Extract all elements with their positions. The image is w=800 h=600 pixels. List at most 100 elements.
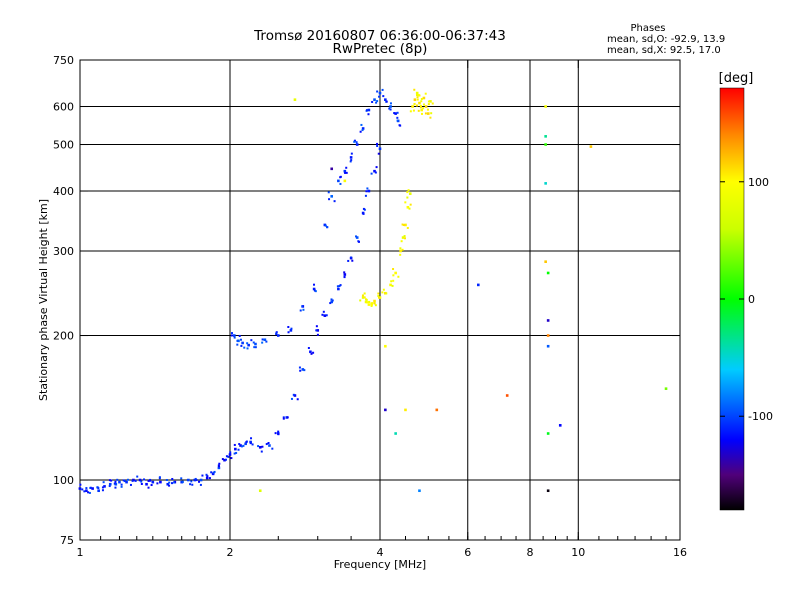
data-point	[287, 331, 290, 334]
data-point	[344, 171, 347, 174]
data-point	[156, 482, 159, 485]
data-point	[240, 344, 243, 347]
data-point	[246, 342, 249, 345]
data-point	[385, 100, 388, 103]
data-point	[85, 489, 88, 493]
data-point	[403, 237, 406, 240]
data-point	[424, 112, 427, 115]
data-point	[114, 486, 117, 489]
data-point	[427, 103, 430, 106]
y-tick-label: 400	[53, 185, 74, 198]
colorbar-tick-label: 100	[748, 176, 769, 189]
data-point	[424, 92, 427, 95]
data-point	[376, 145, 379, 148]
data-point	[276, 334, 280, 337]
data-point	[373, 169, 376, 173]
x-tick-label: 16	[673, 546, 687, 559]
data-point	[362, 207, 365, 210]
data-point	[298, 366, 301, 369]
data-point	[324, 224, 327, 227]
data-point	[546, 334, 550, 337]
data-point	[412, 109, 415, 112]
data-point	[546, 489, 550, 493]
data-point	[338, 285, 341, 288]
phases-title: Phases	[630, 23, 665, 34]
data-point	[370, 304, 373, 307]
data-point	[389, 283, 392, 287]
data-point	[423, 103, 426, 106]
data-point	[290, 327, 293, 330]
data-point	[247, 343, 250, 347]
data-point	[329, 302, 332, 305]
data-point	[368, 300, 371, 303]
data-point	[367, 108, 371, 112]
data-point	[249, 442, 252, 445]
data-point	[275, 331, 278, 334]
data-point	[350, 256, 353, 259]
data-point	[258, 489, 262, 493]
data-point	[389, 102, 392, 105]
data-point	[243, 346, 246, 349]
data-point	[114, 482, 118, 486]
data-point	[168, 481, 171, 484]
data-point	[322, 310, 325, 313]
data-point	[404, 408, 407, 412]
data-point	[406, 191, 409, 194]
data-point	[232, 334, 236, 337]
data-point	[321, 313, 324, 316]
data-point	[233, 443, 236, 446]
data-point	[396, 119, 399, 122]
data-point	[274, 432, 277, 435]
data-point	[138, 478, 142, 482]
data-point	[375, 166, 378, 169]
data-point	[181, 480, 184, 483]
data-point	[381, 291, 384, 294]
data-point	[417, 109, 420, 112]
data-point	[430, 112, 433, 115]
data-point	[195, 479, 198, 482]
data-point	[546, 271, 550, 275]
data-point	[399, 124, 402, 127]
data-point	[404, 201, 407, 204]
data-point	[180, 477, 183, 480]
data-point	[120, 483, 123, 486]
data-point	[415, 93, 418, 96]
data-point	[171, 477, 174, 480]
data-point	[355, 235, 358, 238]
data-point	[326, 226, 329, 229]
data-point	[299, 369, 302, 372]
data-point	[236, 343, 239, 346]
data-point	[373, 299, 376, 303]
phases-o-stats: mean, sd,O: -92.9, 13.9	[607, 34, 725, 45]
data-point	[309, 350, 312, 354]
data-point	[287, 326, 290, 329]
data-point	[208, 477, 211, 480]
scatter-points	[78, 88, 668, 494]
data-point	[416, 96, 419, 99]
data-point	[108, 485, 111, 488]
data-point	[396, 116, 399, 119]
data-point	[199, 478, 203, 482]
data-point	[261, 341, 264, 344]
data-point	[210, 471, 213, 474]
data-point	[394, 112, 397, 115]
data-point	[400, 240, 403, 243]
data-point	[131, 479, 134, 482]
data-point	[365, 301, 368, 304]
data-point	[359, 130, 362, 133]
data-point	[103, 485, 106, 488]
colorbar-tick-label: -100	[748, 410, 773, 423]
y-tick-label: 75	[60, 534, 74, 547]
x-tick-label: 2	[227, 546, 234, 559]
data-point	[79, 483, 82, 486]
data-point	[292, 393, 295, 396]
data-point	[240, 445, 243, 448]
data-point	[418, 489, 421, 493]
data-point	[376, 142, 379, 145]
data-point	[186, 479, 189, 482]
data-point	[301, 368, 305, 371]
data-point	[365, 298, 368, 301]
data-point	[349, 156, 353, 159]
data-point	[245, 441, 248, 444]
data-point	[362, 212, 365, 215]
